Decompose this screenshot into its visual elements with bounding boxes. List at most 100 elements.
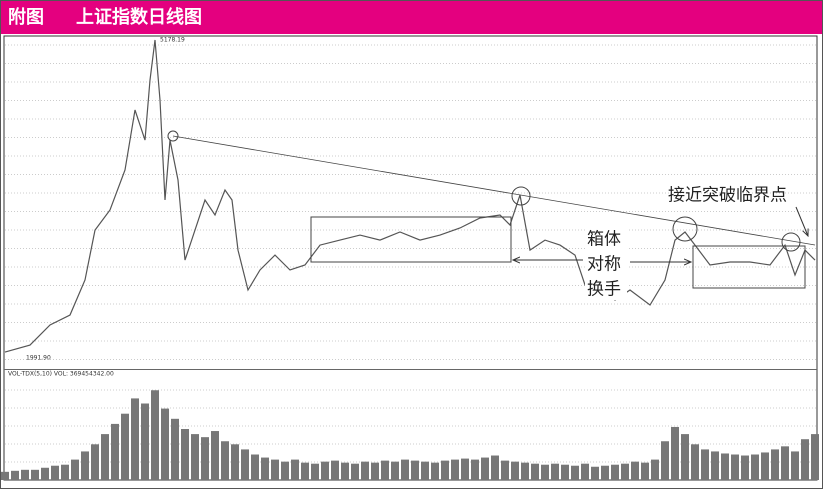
volume-bar: [631, 461, 639, 480]
arrow: [795, 206, 808, 236]
circle: [672, 216, 698, 242]
volume-bar: [201, 437, 209, 480]
volume-bar: [221, 441, 229, 480]
volume-bar: [151, 390, 159, 480]
volume-bar: [801, 439, 809, 480]
high-label: 5178.19: [160, 37, 185, 44]
volume-bar: [691, 444, 699, 480]
volume-bar: [191, 434, 199, 480]
volume-bar: [481, 457, 489, 480]
volume-bar: [231, 444, 239, 480]
plot-frame: [3, 35, 818, 481]
volume-bar: [781, 446, 789, 480]
volume-bar: [531, 463, 539, 480]
volume-bar: [681, 434, 689, 480]
volume-bar: [591, 466, 599, 480]
volume-bar: [11, 470, 19, 480]
volume-bar: [601, 465, 609, 480]
volume-bar: [771, 449, 779, 480]
volume-bar: [511, 461, 519, 480]
volume-bar: [711, 451, 719, 480]
volume-bar: [571, 465, 579, 480]
volume-bar: [271, 459, 279, 480]
circle: [511, 186, 531, 206]
volume-bar: [281, 461, 289, 480]
volume-bar: [141, 403, 149, 480]
volume-bar: [341, 462, 349, 480]
volume-bar: [451, 459, 459, 480]
volume-bar: [71, 459, 79, 480]
volume-bar: [551, 463, 559, 480]
volume-bar: [111, 423, 119, 480]
volume-bar: [391, 461, 399, 480]
grid: [5, 44, 816, 463]
volume-bar: [501, 460, 509, 480]
volume-bar: [101, 434, 109, 480]
volume-bar: [181, 429, 189, 480]
volume-bar: [171, 418, 179, 480]
volume-bar: [621, 463, 629, 480]
label-bg: [585, 228, 627, 300]
circle: [781, 232, 801, 252]
volume-bar: [361, 461, 369, 480]
volume-bar: [241, 449, 249, 480]
volume-bar: [411, 460, 419, 480]
volume-bar: [421, 461, 429, 480]
volume-bar: [721, 453, 729, 480]
volume-bar: [161, 408, 169, 480]
title-bar: [1, 1, 822, 34]
volume-bar: [471, 459, 479, 480]
annotation: 对称: [587, 255, 621, 275]
volume-bar: [381, 460, 389, 480]
volume-bar: [701, 449, 709, 480]
price-panel: [4, 39, 816, 353]
volume-panel: [1, 390, 819, 480]
volume-legend: VOL-TDX(5,10) VOL: 369454342.00: [8, 371, 114, 378]
volume-bar: [81, 451, 89, 480]
volume-bar: [751, 454, 759, 480]
volume-bar: [301, 462, 309, 480]
volume-bar: [541, 464, 549, 480]
title-prefix: 附图: [8, 6, 44, 28]
volume-bar: [641, 462, 649, 480]
volume-bar: [1, 471, 9, 480]
box: [692, 245, 806, 289]
volume-bar: [121, 413, 129, 480]
volume-bar: [561, 464, 569, 480]
low-label: 1991.90: [26, 355, 51, 362]
volume-bar: [491, 455, 499, 480]
chart-title: 上证指数日线图: [76, 6, 202, 28]
annotation: 箱体: [587, 230, 621, 250]
volume-bar: [331, 460, 339, 480]
price-line: [4, 39, 816, 353]
volume-bar: [351, 463, 359, 480]
volume-bar: [131, 398, 139, 480]
volume-bar: [741, 455, 749, 480]
circle: [167, 130, 179, 142]
volume-bar: [761, 452, 769, 480]
volume-bar: [311, 463, 319, 480]
volume-bar: [791, 451, 799, 480]
annotation: 换手: [587, 280, 621, 300]
volume-bar: [611, 464, 619, 480]
volume-bar: [291, 459, 299, 480]
volume-bar: [671, 426, 679, 480]
volume-bar: [461, 458, 469, 480]
volume-bar: [441, 460, 449, 480]
volume-bar: [31, 469, 39, 480]
volume-bar: [321, 461, 329, 480]
box: [310, 216, 512, 263]
volume-bar: [371, 462, 379, 480]
annotation: 接近突破临界点: [668, 186, 787, 206]
volume-bar: [521, 462, 529, 480]
volume-bar: [41, 467, 49, 480]
volume-bar: [261, 457, 269, 480]
volume-bar: [51, 465, 59, 480]
volume-bar: [61, 464, 69, 480]
volume-bar: [211, 431, 219, 480]
volume-bar: [731, 454, 739, 480]
volume-bar: [401, 459, 409, 480]
volume-bar: [651, 459, 659, 480]
volume-bar: [431, 462, 439, 480]
